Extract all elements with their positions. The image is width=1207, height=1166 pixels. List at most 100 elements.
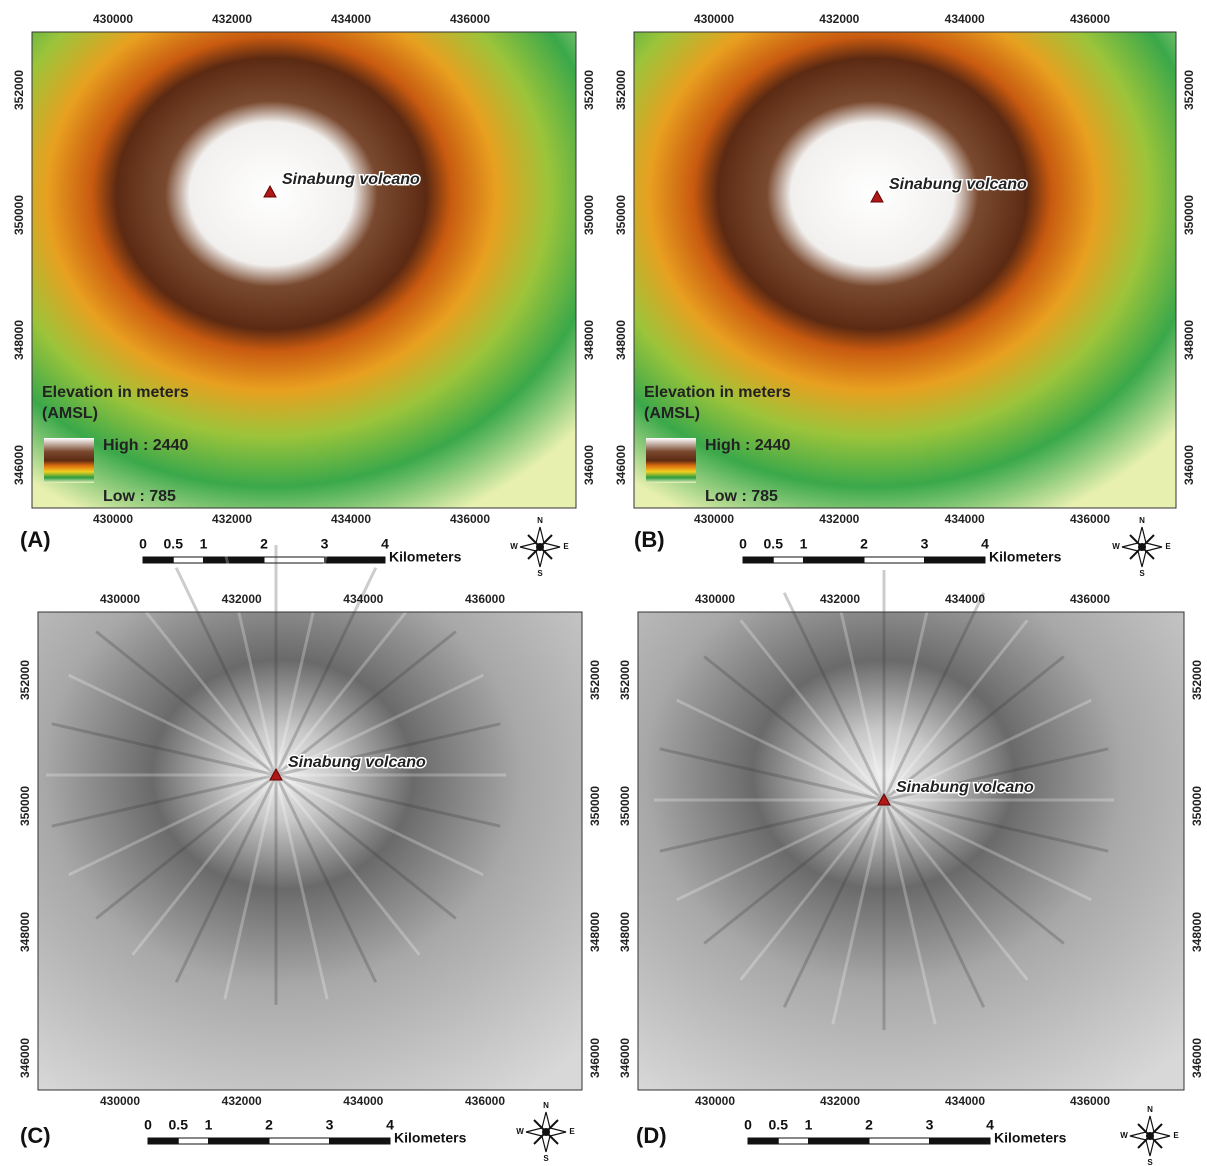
compass-n: N xyxy=(1139,516,1145,525)
legend-ramp xyxy=(44,438,94,483)
x-tick-label: 432000 xyxy=(819,12,859,26)
compass-center xyxy=(536,543,544,551)
scale-label: 0 xyxy=(139,536,147,552)
x-tick-label: 430000 xyxy=(100,1094,140,1108)
x-tick-label: 430000 xyxy=(695,592,735,606)
scale-unit: Kilometers xyxy=(389,549,462,565)
compass-s: S xyxy=(1139,569,1145,578)
y-tick-label: 346000 xyxy=(582,445,596,485)
compass-w: W xyxy=(1112,542,1120,551)
scale-label: 4 xyxy=(381,536,389,552)
x-tick-label: 436000 xyxy=(465,1094,505,1108)
x-tick-label: 436000 xyxy=(1070,12,1110,26)
x-tick-label: 436000 xyxy=(465,592,505,606)
legend-title: Elevation in meters xyxy=(42,384,189,401)
y-tick-label: 350000 xyxy=(12,195,26,235)
scale-label: 0.5 xyxy=(769,1117,789,1133)
panel-label: (A) xyxy=(20,527,51,552)
scale-label: 4 xyxy=(386,1117,394,1133)
compass-s: S xyxy=(537,569,543,578)
panel-label: (C) xyxy=(20,1123,51,1148)
x-tick-label: 430000 xyxy=(100,592,140,606)
y-tick-label: 346000 xyxy=(618,1038,632,1078)
scale-segment xyxy=(330,1138,391,1144)
y-tick-label: 350000 xyxy=(1190,786,1204,826)
y-tick-label: 350000 xyxy=(614,195,628,235)
panel-label: (D) xyxy=(636,1123,667,1148)
x-tick-label: 430000 xyxy=(695,1094,735,1108)
y-tick-label: 352000 xyxy=(588,660,602,700)
x-tick-label: 436000 xyxy=(1070,512,1110,526)
compass-center xyxy=(1146,1132,1154,1140)
scale-label: 1 xyxy=(200,536,208,552)
x-tick-label: 436000 xyxy=(450,12,490,26)
compass-center xyxy=(542,1128,550,1136)
legend-high: High : 2440 xyxy=(705,437,790,454)
x-tick-label: 432000 xyxy=(820,1094,860,1108)
y-tick-label: 350000 xyxy=(618,786,632,826)
x-tick-label: 432000 xyxy=(212,512,252,526)
scale-unit: Kilometers xyxy=(994,1130,1067,1146)
compass-e: E xyxy=(1173,1131,1179,1140)
legend-low: Low : 785 xyxy=(103,488,176,505)
compass-e: E xyxy=(563,542,569,551)
legend-title: Elevation in meters xyxy=(644,384,791,401)
y-tick-label: 352000 xyxy=(1190,660,1204,700)
scale-label: 0.5 xyxy=(764,536,784,552)
compass-n: N xyxy=(1147,1105,1153,1114)
y-tick-label: 348000 xyxy=(12,320,26,360)
scale-segment xyxy=(773,557,803,563)
scale-segment xyxy=(869,1138,930,1144)
scale-label: 3 xyxy=(921,536,929,552)
x-tick-label: 430000 xyxy=(694,12,734,26)
y-tick-label: 348000 xyxy=(618,912,632,952)
figure: 430000 430000 432000 432000 434000 434000 4360… xyxy=(0,0,1207,1166)
scale-segment xyxy=(204,557,265,563)
scale-segment xyxy=(864,557,925,563)
compass-w: W xyxy=(516,1127,524,1136)
y-tick-label: 352000 xyxy=(614,70,628,110)
y-tick-label: 352000 xyxy=(582,70,596,110)
y-tick-label: 350000 xyxy=(1182,195,1196,235)
y-tick-label: 350000 xyxy=(582,195,596,235)
y-tick-label: 348000 xyxy=(582,320,596,360)
volcano-label: Sinabung volcano xyxy=(889,176,1027,193)
y-tick-label: 346000 xyxy=(18,1038,32,1078)
scale-segment xyxy=(209,1138,270,1144)
x-tick-label: 436000 xyxy=(1070,592,1110,606)
legend-title: (AMSL) xyxy=(644,405,700,422)
scale-segment xyxy=(178,1138,208,1144)
scale-segment xyxy=(148,1138,178,1144)
y-tick-label: 346000 xyxy=(12,445,26,485)
y-tick-label: 346000 xyxy=(614,445,628,485)
scale-unit: Kilometers xyxy=(989,549,1062,565)
scale-segment xyxy=(264,557,325,563)
scale-segment xyxy=(930,1138,991,1144)
compass-w: W xyxy=(1120,1131,1128,1140)
scale-label: 4 xyxy=(986,1117,994,1133)
compass-s: S xyxy=(543,1154,549,1163)
scale-segment xyxy=(809,1138,870,1144)
scale-label: 2 xyxy=(865,1117,873,1133)
compass-w: W xyxy=(510,542,518,551)
x-tick-label: 432000 xyxy=(222,1094,262,1108)
scale-label: 0 xyxy=(739,536,747,552)
scale-segment xyxy=(173,557,203,563)
x-tick-label: 430000 xyxy=(694,512,734,526)
compass-s: S xyxy=(1147,1158,1153,1166)
x-tick-label: 436000 xyxy=(450,512,490,526)
scale-segment xyxy=(143,557,173,563)
scale-label: 3 xyxy=(926,1117,934,1133)
x-tick-label: 432000 xyxy=(820,592,860,606)
y-tick-label: 348000 xyxy=(1190,912,1204,952)
scale-label: 0.5 xyxy=(164,536,184,552)
scale-label: 3 xyxy=(326,1117,334,1133)
volcano-label: Sinabung volcano xyxy=(896,779,1034,796)
y-tick-label: 352000 xyxy=(618,660,632,700)
y-tick-label: 352000 xyxy=(1182,70,1196,110)
x-tick-label: 434000 xyxy=(331,512,371,526)
scale-label: 2 xyxy=(860,536,868,552)
y-tick-label: 346000 xyxy=(1182,445,1196,485)
x-tick-label: 434000 xyxy=(945,512,985,526)
panel-label: (B) xyxy=(634,527,665,552)
